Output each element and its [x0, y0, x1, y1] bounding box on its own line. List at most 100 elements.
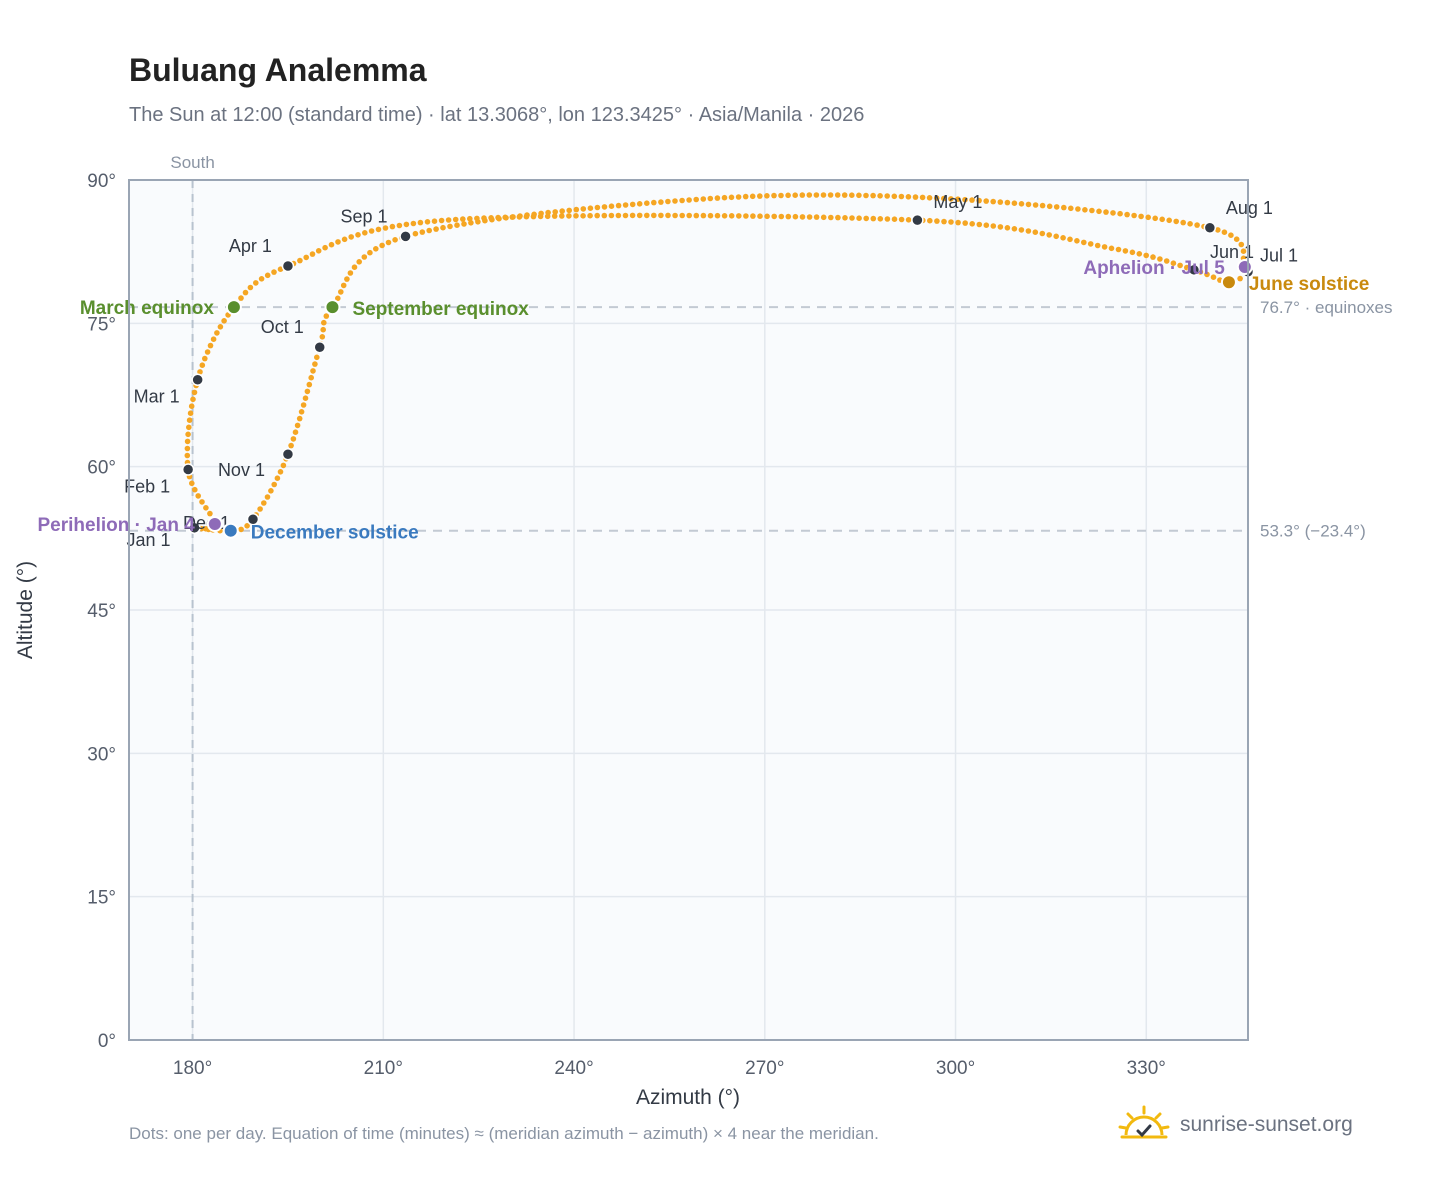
- daily-dot: [1152, 215, 1158, 222]
- daily-dot: [1039, 230, 1046, 237]
- daily-dot: [190, 396, 196, 403]
- daily-dot: [503, 215, 509, 221]
- daily-dot: [517, 213, 523, 219]
- daily-dot: [188, 403, 195, 410]
- daily-dot: [594, 204, 601, 211]
- daily-dot: [566, 207, 572, 214]
- brand-name: sunrise-sunset.org: [1180, 1113, 1353, 1136]
- daily-dot: [184, 445, 191, 452]
- daily-dot: [382, 225, 389, 231]
- daily-dot: [700, 212, 707, 219]
- daily-dot: [204, 349, 211, 355]
- daily-dot: [926, 195, 933, 201]
- daily-dot: [424, 219, 431, 225]
- daily-dot: [665, 198, 671, 205]
- daily-dot: [933, 195, 940, 201]
- daily-dot: [736, 213, 742, 219]
- daily-dot: [426, 227, 433, 234]
- daily-dot: [1180, 219, 1186, 226]
- daily-dot: [856, 192, 862, 199]
- daily-dot: [468, 220, 474, 226]
- daily-dot: [210, 336, 217, 343]
- daily-dot: [1228, 232, 1234, 238]
- month-marker: [181, 463, 195, 476]
- daily-dot: [700, 196, 707, 202]
- daily-dot: [221, 318, 227, 324]
- month-marker: [246, 512, 260, 526]
- daily-dot: [629, 212, 636, 219]
- daily-dot: [419, 229, 426, 235]
- daily-dot: [1187, 221, 1193, 227]
- daily-dot: [644, 212, 650, 219]
- daily-dot: [538, 210, 544, 217]
- month-label: Apr 1: [229, 236, 272, 256]
- daily-dot: [264, 494, 271, 500]
- month-label: Jan 1: [126, 530, 170, 550]
- plot-border: [128, 179, 1249, 1041]
- daily-dot: [813, 192, 820, 198]
- daily-dot: [828, 214, 834, 221]
- daily-dot: [341, 236, 348, 243]
- daily-dot: [319, 334, 326, 340]
- daily-dot: [264, 272, 271, 279]
- daily-dot: [856, 215, 862, 221]
- daily-dot: [983, 222, 990, 228]
- daily-dot: [1103, 209, 1109, 215]
- daily-dot: [559, 213, 565, 219]
- daily-dot: [207, 510, 213, 517]
- daily-dot: [1173, 218, 1179, 225]
- daily-dot: [792, 192, 798, 198]
- event-marker: [324, 299, 341, 316]
- daily-dot: [1204, 271, 1210, 278]
- x-tick-label: 270°: [745, 1058, 784, 1079]
- daily-dot: [304, 388, 311, 395]
- daily-dot: [1163, 258, 1170, 264]
- daily-dot: [475, 219, 481, 225]
- month-label: Mar 1: [134, 387, 180, 407]
- daily-dot: [186, 424, 192, 431]
- daily-dot: [545, 209, 551, 216]
- y-tick-label: 45°: [87, 601, 116, 622]
- daily-dot: [771, 213, 777, 220]
- month-marker: [911, 213, 924, 227]
- daily-dot: [552, 209, 558, 215]
- daily-dot: [651, 199, 657, 206]
- reference-line-label: 53.3° (−23.4°): [1260, 522, 1366, 541]
- daily-dot: [842, 215, 848, 221]
- daily-dot: [1094, 242, 1101, 249]
- daily-dot: [185, 431, 191, 438]
- daily-dot: [292, 429, 299, 436]
- daily-dot: [905, 194, 912, 200]
- daily-dot: [217, 324, 224, 330]
- sun-logo-icon: [1118, 1105, 1170, 1139]
- brand[interactable]: sunrise-sunset.org: [1118, 1100, 1353, 1150]
- daily-dot: [863, 215, 869, 222]
- daily-dot: [764, 193, 770, 199]
- daily-dot: [799, 214, 806, 220]
- daily-dot: [410, 220, 417, 227]
- month-label: Feb 1: [124, 477, 170, 497]
- daily-dot: [891, 216, 898, 222]
- daily-dot: [351, 264, 358, 271]
- daily-dot: [335, 239, 341, 245]
- daily-dot: [1238, 241, 1245, 248]
- daily-dot: [1025, 201, 1032, 208]
- daily-dot: [587, 205, 594, 211]
- daily-dot: [778, 213, 785, 220]
- daily-dot: [1150, 254, 1156, 260]
- daily-dot: [1096, 208, 1102, 215]
- daily-dot: [651, 212, 657, 219]
- daily-dot: [877, 216, 884, 222]
- daily-dot: [385, 239, 392, 246]
- daily-dot: [1004, 199, 1011, 206]
- daily-dot: [1061, 204, 1067, 211]
- daily-dot: [1110, 210, 1116, 216]
- daily-dot: [792, 213, 799, 220]
- daily-dot: [566, 213, 572, 219]
- daily-dot: [799, 192, 806, 198]
- daily-dot: [315, 248, 322, 254]
- daily-dot: [197, 369, 203, 375]
- month-marker: [1203, 221, 1217, 235]
- daily-dot: [707, 212, 714, 219]
